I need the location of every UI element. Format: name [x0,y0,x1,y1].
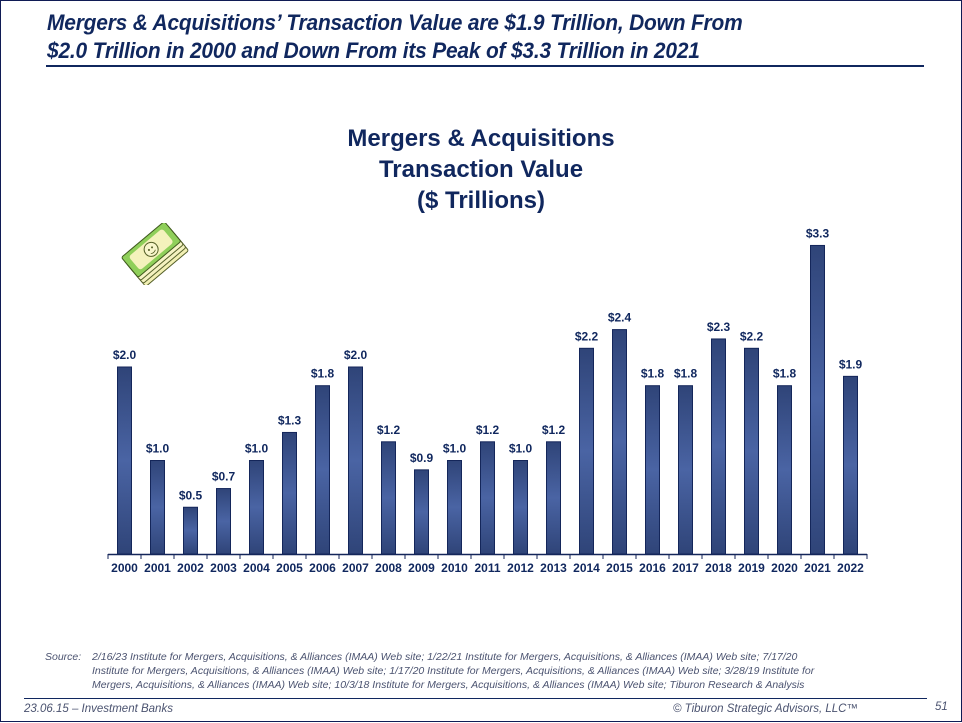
source-label: Source: [45,651,82,663]
headline-underline [46,65,924,67]
data-label-2016: $1.8 [641,367,665,381]
bar-2020 [777,385,792,555]
data-label-2003: $0.7 [212,470,236,484]
chart-title-line-1: Mergers & Acquisitions [347,125,615,152]
tick-label-2014: 2014 [573,561,600,575]
data-label-2022: $1.9 [839,357,863,371]
tick-label-2013: 2013 [540,561,567,575]
x-axis: 2000 2001 2002 2003 2004 2005 2006 2007 2008 2009… [107,553,868,575]
tick-label-2010: 2010 [441,561,468,575]
bar-2005 [282,431,297,555]
tick-label-2001: 2001 [144,561,171,575]
bar-2007 [348,366,363,555]
data-label-2005: $1.3 [278,413,302,427]
bar-2022 [843,375,858,555]
data-label-2017: $1.8 [674,367,698,381]
data-label-2019: $2.2 [740,329,764,343]
money-stack-icon [121,223,189,285]
data-label-2021: $3.3 [806,226,830,240]
footer-divider [24,698,927,699]
bar-2015 [612,329,627,555]
bar-2011 [480,441,495,555]
data-label-2000: $2.0 [113,348,137,362]
bar-2018 [711,338,726,555]
data-label-2012: $1.0 [509,442,533,456]
data-label-2008: $1.2 [377,423,401,437]
tick-label-2019: 2019 [738,561,765,575]
source-line-3: Mergers, Acquisitions, & Alliances (IMAA… [92,679,805,691]
tick-label-2006: 2006 [309,561,336,575]
tick-label-2021: 2021 [804,561,831,575]
bar-2009 [414,469,429,555]
tick-label-2018: 2018 [705,561,732,575]
bar-2004 [249,460,264,555]
tick-label-2012: 2012 [507,561,534,575]
bar-2003 [216,488,231,555]
bar-2000 [117,366,132,555]
data-label-2014: $2.2 [575,329,599,343]
data-label-2007: $2.0 [344,348,368,362]
bar-2014 [579,347,594,555]
chart-title: Mergers & Acquisitions Transaction Value… [281,123,681,216]
data-label-2004: $1.0 [245,442,269,456]
bar-2017 [678,385,693,555]
bar-2008 [381,441,396,555]
data-label-2011: $1.2 [476,423,500,437]
tick-label-2015: 2015 [606,561,633,575]
source-line-1: 2/16/23 Institute for Mergers, Acquisiti… [92,651,798,663]
data-label-2020: $1.8 [773,367,797,381]
tick-label-2005: 2005 [276,561,303,575]
data-label-2013: $1.2 [542,423,566,437]
page-number: 51 [935,701,948,713]
data-label-2015: $2.4 [608,311,632,325]
tick-label-2008: 2008 [375,561,402,575]
data-label-2018: $2.3 [707,320,731,334]
bar-2012 [513,460,528,555]
data-label-2001: $1.0 [146,442,170,456]
data-labels-layer: $2.0 $1.0 $0.5 $0.7 $1.0 $1.3 $1.8 $2.0 $1.2 $0.9… [113,226,863,502]
tick-label-2011: 2011 [474,561,500,575]
headline-line-1: Mergers & Acquisitions’ Transaction Valu… [47,10,743,35]
bar-2002 [183,506,198,555]
data-label-2002: $0.5 [179,488,203,502]
chart-title-line-2: Transaction Value [378,156,584,183]
bars-layer [117,244,858,555]
footer-deck-title: 23.06.15 – Investment Banks [24,703,173,715]
chart-title-line-3: ($ Trillions) [416,187,545,214]
tick-label-2022: 2022 [837,561,864,575]
bar-2001 [150,460,165,555]
bar-2006 [315,385,330,555]
tick-label-2000: 2000 [111,561,138,575]
data-label-2006: $1.8 [311,367,335,381]
bar-2010 [447,460,462,555]
tick-label-2020: 2020 [771,561,798,575]
tick-label-2016: 2016 [639,561,666,575]
bar-2021 [810,244,825,555]
data-label-2010: $1.0 [443,442,467,456]
source-text: 2/16/23 Institute for Mergers, Acquisiti… [92,650,922,692]
tick-label-2002: 2002 [177,561,204,575]
slide-headline: Mergers & Acquisitions’ Transaction Valu… [47,9,865,65]
bar-2016 [645,385,660,555]
bar-2019 [744,347,759,555]
headline-line-2: $2.0 Trillion in 2000 and Down From its … [47,38,700,63]
source-line-2: Institute for Mergers, Acquisitions, & A… [92,665,815,677]
tick-label-2003: 2003 [210,561,237,575]
tick-label-2004: 2004 [243,561,270,575]
data-label-2009: $0.9 [410,451,434,465]
footer-copyright: © Tiburon Strategic Advisors, LLC™ [673,703,858,715]
tick-label-2009: 2009 [408,561,435,575]
tick-label-2017: 2017 [672,561,699,575]
bar-2013 [546,441,561,555]
tick-label-2007: 2007 [342,561,369,575]
